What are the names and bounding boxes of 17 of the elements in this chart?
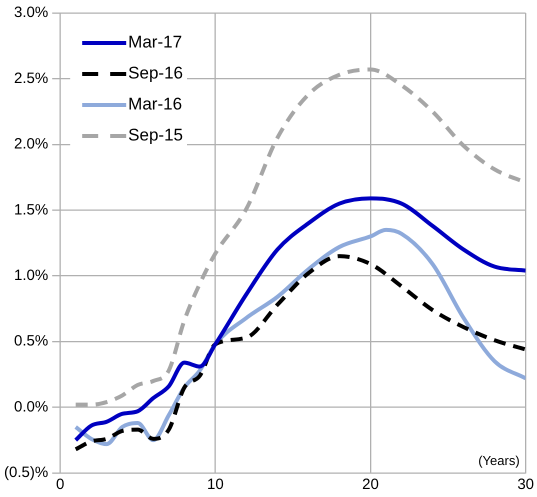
y-tick-label: (0.5)% <box>4 464 48 482</box>
legend-label: Sep-15 <box>128 126 184 145</box>
legend-label: Mar-16 <box>128 94 182 114</box>
x-tick-label: 30 <box>517 476 534 494</box>
legend-label: Mar-17 <box>128 32 182 52</box>
x-tick-label: 20 <box>362 476 379 494</box>
x-tick-label: 10 <box>206 476 224 494</box>
y-tick-label: 1.0% <box>14 267 48 284</box>
y-tick-label: 3.0% <box>14 4 48 22</box>
y-tick-label: 0.5% <box>14 332 48 350</box>
y-tick-label: 0.0% <box>14 398 48 416</box>
y-tick-label: 2.5% <box>14 70 48 87</box>
x-tick-label: 0 <box>56 476 64 494</box>
legend-label: Sep-16 <box>128 64 184 83</box>
annotation: (Years) <box>478 453 520 468</box>
y-tick-label: 2.0% <box>14 136 48 153</box>
y-tick-label: 1.5% <box>14 201 48 218</box>
